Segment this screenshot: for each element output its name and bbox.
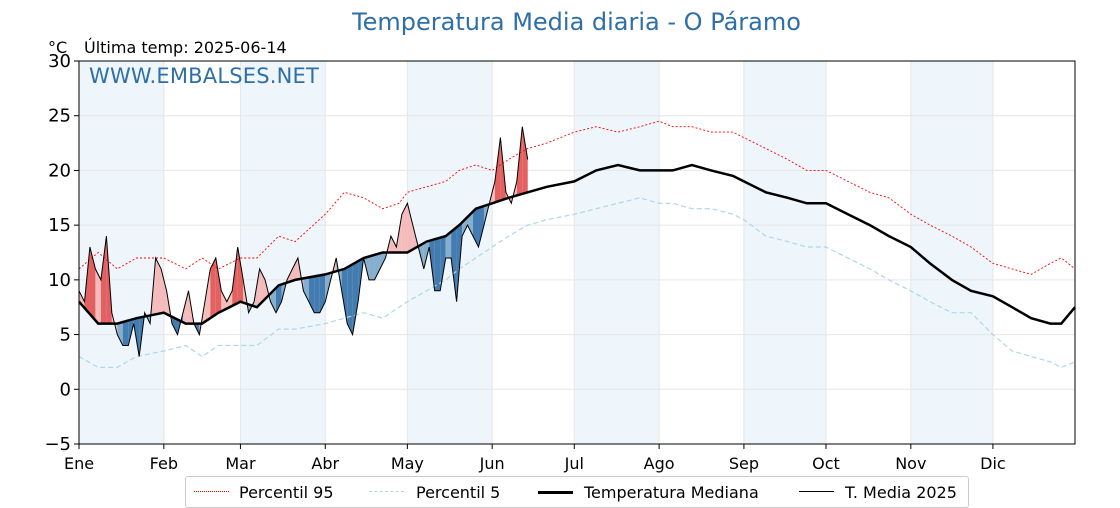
y-tick-label: 10: [48, 270, 71, 291]
anomaly-fill-below: [117, 322, 123, 346]
y-tick-label: 25: [48, 106, 71, 127]
anomaly-fill-above: [494, 137, 501, 203]
series-line-percentil-5: [78, 197, 1076, 369]
x-tick-label: Jun: [479, 454, 505, 473]
x-tick-label: Feb: [150, 454, 178, 473]
series-line-media-2025: [78, 126, 529, 357]
y-tick-label: 20: [48, 160, 71, 181]
month-band: [79, 61, 164, 444]
legend-line-p95: [194, 491, 229, 492]
watermark: WWW.EMBALSES.NET: [89, 64, 320, 88]
unit-label: °C: [48, 38, 68, 57]
y-tick-label: 0: [60, 379, 71, 400]
anomaly-fill-below: [303, 277, 309, 302]
legend-line-median: [538, 491, 573, 494]
anomaly-fill-above: [95, 268, 101, 324]
anomaly-fill-below: [314, 275, 320, 313]
x-tick-label: Dic: [980, 454, 1006, 473]
anomaly-fill-below: [276, 284, 282, 313]
anomaly-fill-above: [161, 268, 167, 315]
x-tick-label: Nov: [895, 454, 926, 473]
series-lines: [78, 120, 1076, 369]
y-tick-label: 30: [48, 51, 71, 72]
y-tick-label: −5: [44, 434, 71, 455]
chart-title: Temperatura Media diaria - O Páramo: [352, 8, 801, 36]
anomaly-fill-above: [210, 257, 216, 319]
x-tick-label: Ene: [64, 454, 94, 473]
x-tick-label: Abr: [311, 454, 339, 473]
legend-label-2025: T. Media 2025: [845, 483, 957, 502]
anomaly-fill-above: [226, 290, 233, 309]
anomaly-fill-above: [79, 290, 85, 308]
anomaly-fill-below: [434, 237, 441, 291]
month-band: [240, 61, 326, 444]
anomaly-fill-above: [215, 257, 222, 315]
anomaly-fill-below: [172, 316, 178, 335]
anomaly-fill-above: [221, 290, 227, 312]
anomaly-fill-below: [445, 231, 452, 258]
anomaly-fill-below: [478, 205, 484, 248]
anomaly-fill-below: [270, 288, 277, 313]
month-band: [743, 61, 826, 444]
anomaly-fill-above: [522, 126, 528, 194]
series-line-percentil-95: [78, 120, 1076, 275]
anomaly-fill-above: [182, 290, 189, 324]
x-tick-label: Oct: [812, 454, 840, 473]
anomaly-fill-above: [401, 203, 408, 253]
anomaly-fill-above: [292, 257, 298, 281]
legend-line-2025: [799, 491, 834, 492]
series-line-mediana: [78, 163, 1076, 325]
y-tick-label: 15: [48, 215, 71, 236]
x-tick-label: Jul: [564, 454, 584, 473]
anomaly-fill-below: [379, 252, 386, 269]
anomaly-fill-below: [352, 261, 359, 335]
anomaly-fill-above: [155, 257, 162, 315]
anomaly-fill-above: [204, 268, 211, 322]
month-band: [910, 61, 993, 444]
anomaly-fill-below: [473, 207, 479, 248]
anomaly-fill-below: [369, 254, 375, 280]
legend-label-median: Temperatura Mediana: [584, 483, 759, 502]
legend-label-p5: Percentil 5: [416, 483, 501, 502]
anomaly-fill-below: [451, 227, 457, 302]
month-band: [574, 61, 660, 444]
anomaly-fill-below: [374, 253, 380, 280]
anomaly-fill-below: [347, 264, 353, 335]
anomaly-fill-above: [237, 247, 244, 304]
x-tick-label: Mar: [225, 454, 256, 473]
x-tick-label: Sep: [729, 454, 759, 473]
plot-frame: [78, 60, 1076, 445]
x-tick-label: Ago: [644, 454, 675, 473]
x-tick-label: May: [391, 454, 424, 473]
legend-label-p95: Percentil 95: [239, 483, 334, 502]
anomaly-fill-above: [390, 236, 397, 253]
legend: Percentil 95 Percentil 5 Temperatura Med…: [185, 476, 969, 508]
axes: −5 0 5 10 15 20 25 30 Ene Feb Mar Abr May Jun Jul Ago Se…: [44, 51, 1076, 473]
legend-line-p5: [369, 491, 404, 492]
month-bands: [79, 61, 993, 444]
anomaly-fill-below: [319, 274, 326, 313]
last-temp-label: Última temp: 2025-06-14: [84, 38, 287, 57]
anomaly-fill-below: [122, 320, 129, 346]
anomaly-fill-below: [341, 267, 348, 324]
anomaly-fill-below: [467, 211, 474, 237]
y-tick-label: 5: [60, 325, 71, 346]
anomaly-fill-below: [440, 236, 446, 291]
anomaly-fill-above: [407, 203, 413, 253]
